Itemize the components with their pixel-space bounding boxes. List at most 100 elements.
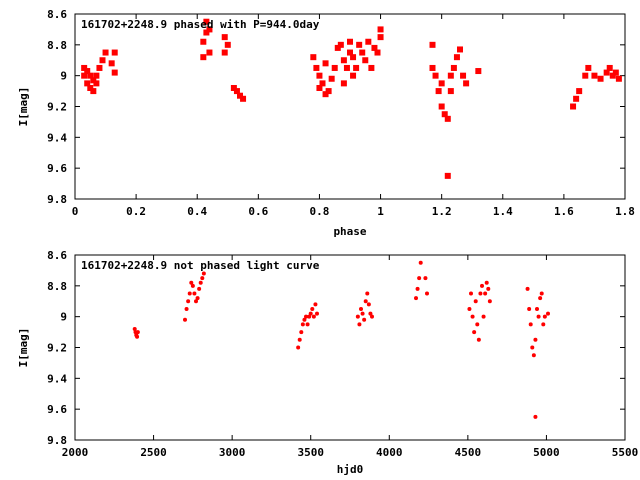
- data-point: [93, 80, 100, 87]
- data-point: [486, 286, 491, 291]
- data-point: [135, 330, 140, 335]
- data-point: [90, 77, 97, 84]
- x-tick-label: 3000: [219, 446, 246, 459]
- data-point: [573, 95, 580, 102]
- data-point: [187, 291, 192, 296]
- data-point: [475, 68, 482, 75]
- data-point: [585, 64, 592, 71]
- data-point: [357, 322, 362, 327]
- data-point: [195, 296, 200, 301]
- data-point: [221, 34, 228, 41]
- data-point: [582, 72, 589, 79]
- y-tick-label: 9.8: [47, 434, 67, 447]
- y-tick-label: 9.4: [47, 131, 67, 144]
- data-point: [438, 103, 445, 110]
- x-tick-label: 0.8: [310, 205, 330, 218]
- y-tick-label: 8.8: [47, 39, 67, 52]
- data-point: [296, 345, 301, 350]
- data-point: [484, 280, 489, 285]
- data-point: [93, 72, 100, 79]
- x-axis-label: hjd0: [337, 463, 364, 476]
- data-point: [186, 299, 191, 304]
- data-point: [418, 260, 423, 265]
- chart-title: 161702+2248.9 phased with P=944.0day: [81, 18, 320, 31]
- data-point: [192, 291, 197, 296]
- data-point: [350, 72, 357, 79]
- data-point: [350, 54, 357, 61]
- data-point: [84, 80, 91, 87]
- data-point: [355, 314, 360, 319]
- data-point: [467, 306, 472, 311]
- data-point: [368, 64, 375, 71]
- data-point: [108, 60, 115, 67]
- data-point: [525, 286, 530, 291]
- data-point: [347, 49, 353, 56]
- x-tick-label: 4500: [455, 446, 482, 459]
- data-point: [450, 64, 457, 71]
- y-axis-label: I[mag]: [17, 87, 30, 127]
- y-tick-label: 9: [60, 70, 67, 83]
- data-point: [417, 276, 422, 281]
- x-tick-label: 0.2: [126, 205, 146, 218]
- data-point: [197, 286, 202, 291]
- data-point: [535, 306, 539, 311]
- data-point: [194, 299, 198, 304]
- data-point: [203, 29, 210, 36]
- data-point: [299, 330, 304, 335]
- data-point: [538, 296, 543, 301]
- data-point: [363, 299, 368, 304]
- data-series: [132, 260, 550, 419]
- x-tick-label: 4000: [376, 446, 403, 459]
- x-tick-label: 5500: [612, 446, 639, 459]
- data-point: [453, 54, 460, 61]
- data-point: [435, 88, 442, 95]
- data-point: [201, 271, 206, 276]
- data-point: [331, 64, 338, 71]
- x-axis-label: phase: [333, 225, 366, 238]
- data-point: [206, 49, 213, 56]
- data-point: [316, 72, 323, 79]
- y-tick-label: 9: [60, 311, 67, 324]
- data-point: [481, 314, 486, 319]
- data-point: [313, 302, 318, 307]
- y-tick-label: 9.8: [47, 193, 67, 206]
- plot-frame: [74, 254, 626, 441]
- data-series: [81, 18, 622, 179]
- data-point: [415, 286, 420, 291]
- data-point: [81, 64, 88, 71]
- data-point: [609, 72, 616, 79]
- data-point: [528, 322, 533, 327]
- data-point: [84, 68, 91, 75]
- data-point: [190, 283, 195, 288]
- data-point: [483, 291, 488, 296]
- data-point: [203, 18, 210, 25]
- data-point: [183, 317, 187, 322]
- data-point: [429, 64, 436, 71]
- y-tick-label: 8.8: [47, 280, 67, 293]
- data-point: [198, 280, 203, 285]
- data-point: [441, 111, 448, 118]
- y-tick-label: 9.2: [47, 101, 67, 114]
- data-point: [542, 314, 547, 319]
- data-point: [478, 291, 483, 296]
- data-point: [305, 322, 310, 327]
- data-point: [237, 92, 243, 99]
- data-point: [184, 306, 189, 311]
- data-point: [447, 88, 454, 95]
- data-point: [360, 311, 365, 316]
- data-point: [371, 44, 378, 51]
- data-point: [111, 49, 118, 56]
- data-point: [429, 41, 436, 48]
- data-point: [370, 314, 374, 319]
- data-point: [425, 291, 429, 296]
- data-point: [111, 69, 118, 76]
- x-tick-label: 3500: [297, 446, 324, 459]
- data-point: [308, 311, 313, 316]
- data-point: [476, 337, 481, 342]
- data-point: [362, 57, 369, 64]
- data-point: [297, 337, 302, 342]
- x-tick-label: 0.4: [187, 205, 207, 218]
- unphased-light-curve-panel: 2000 2500 3000 3500 4000 4500 5000 5500 8.6 8.8 9 9…: [17, 249, 638, 476]
- data-point: [447, 72, 454, 79]
